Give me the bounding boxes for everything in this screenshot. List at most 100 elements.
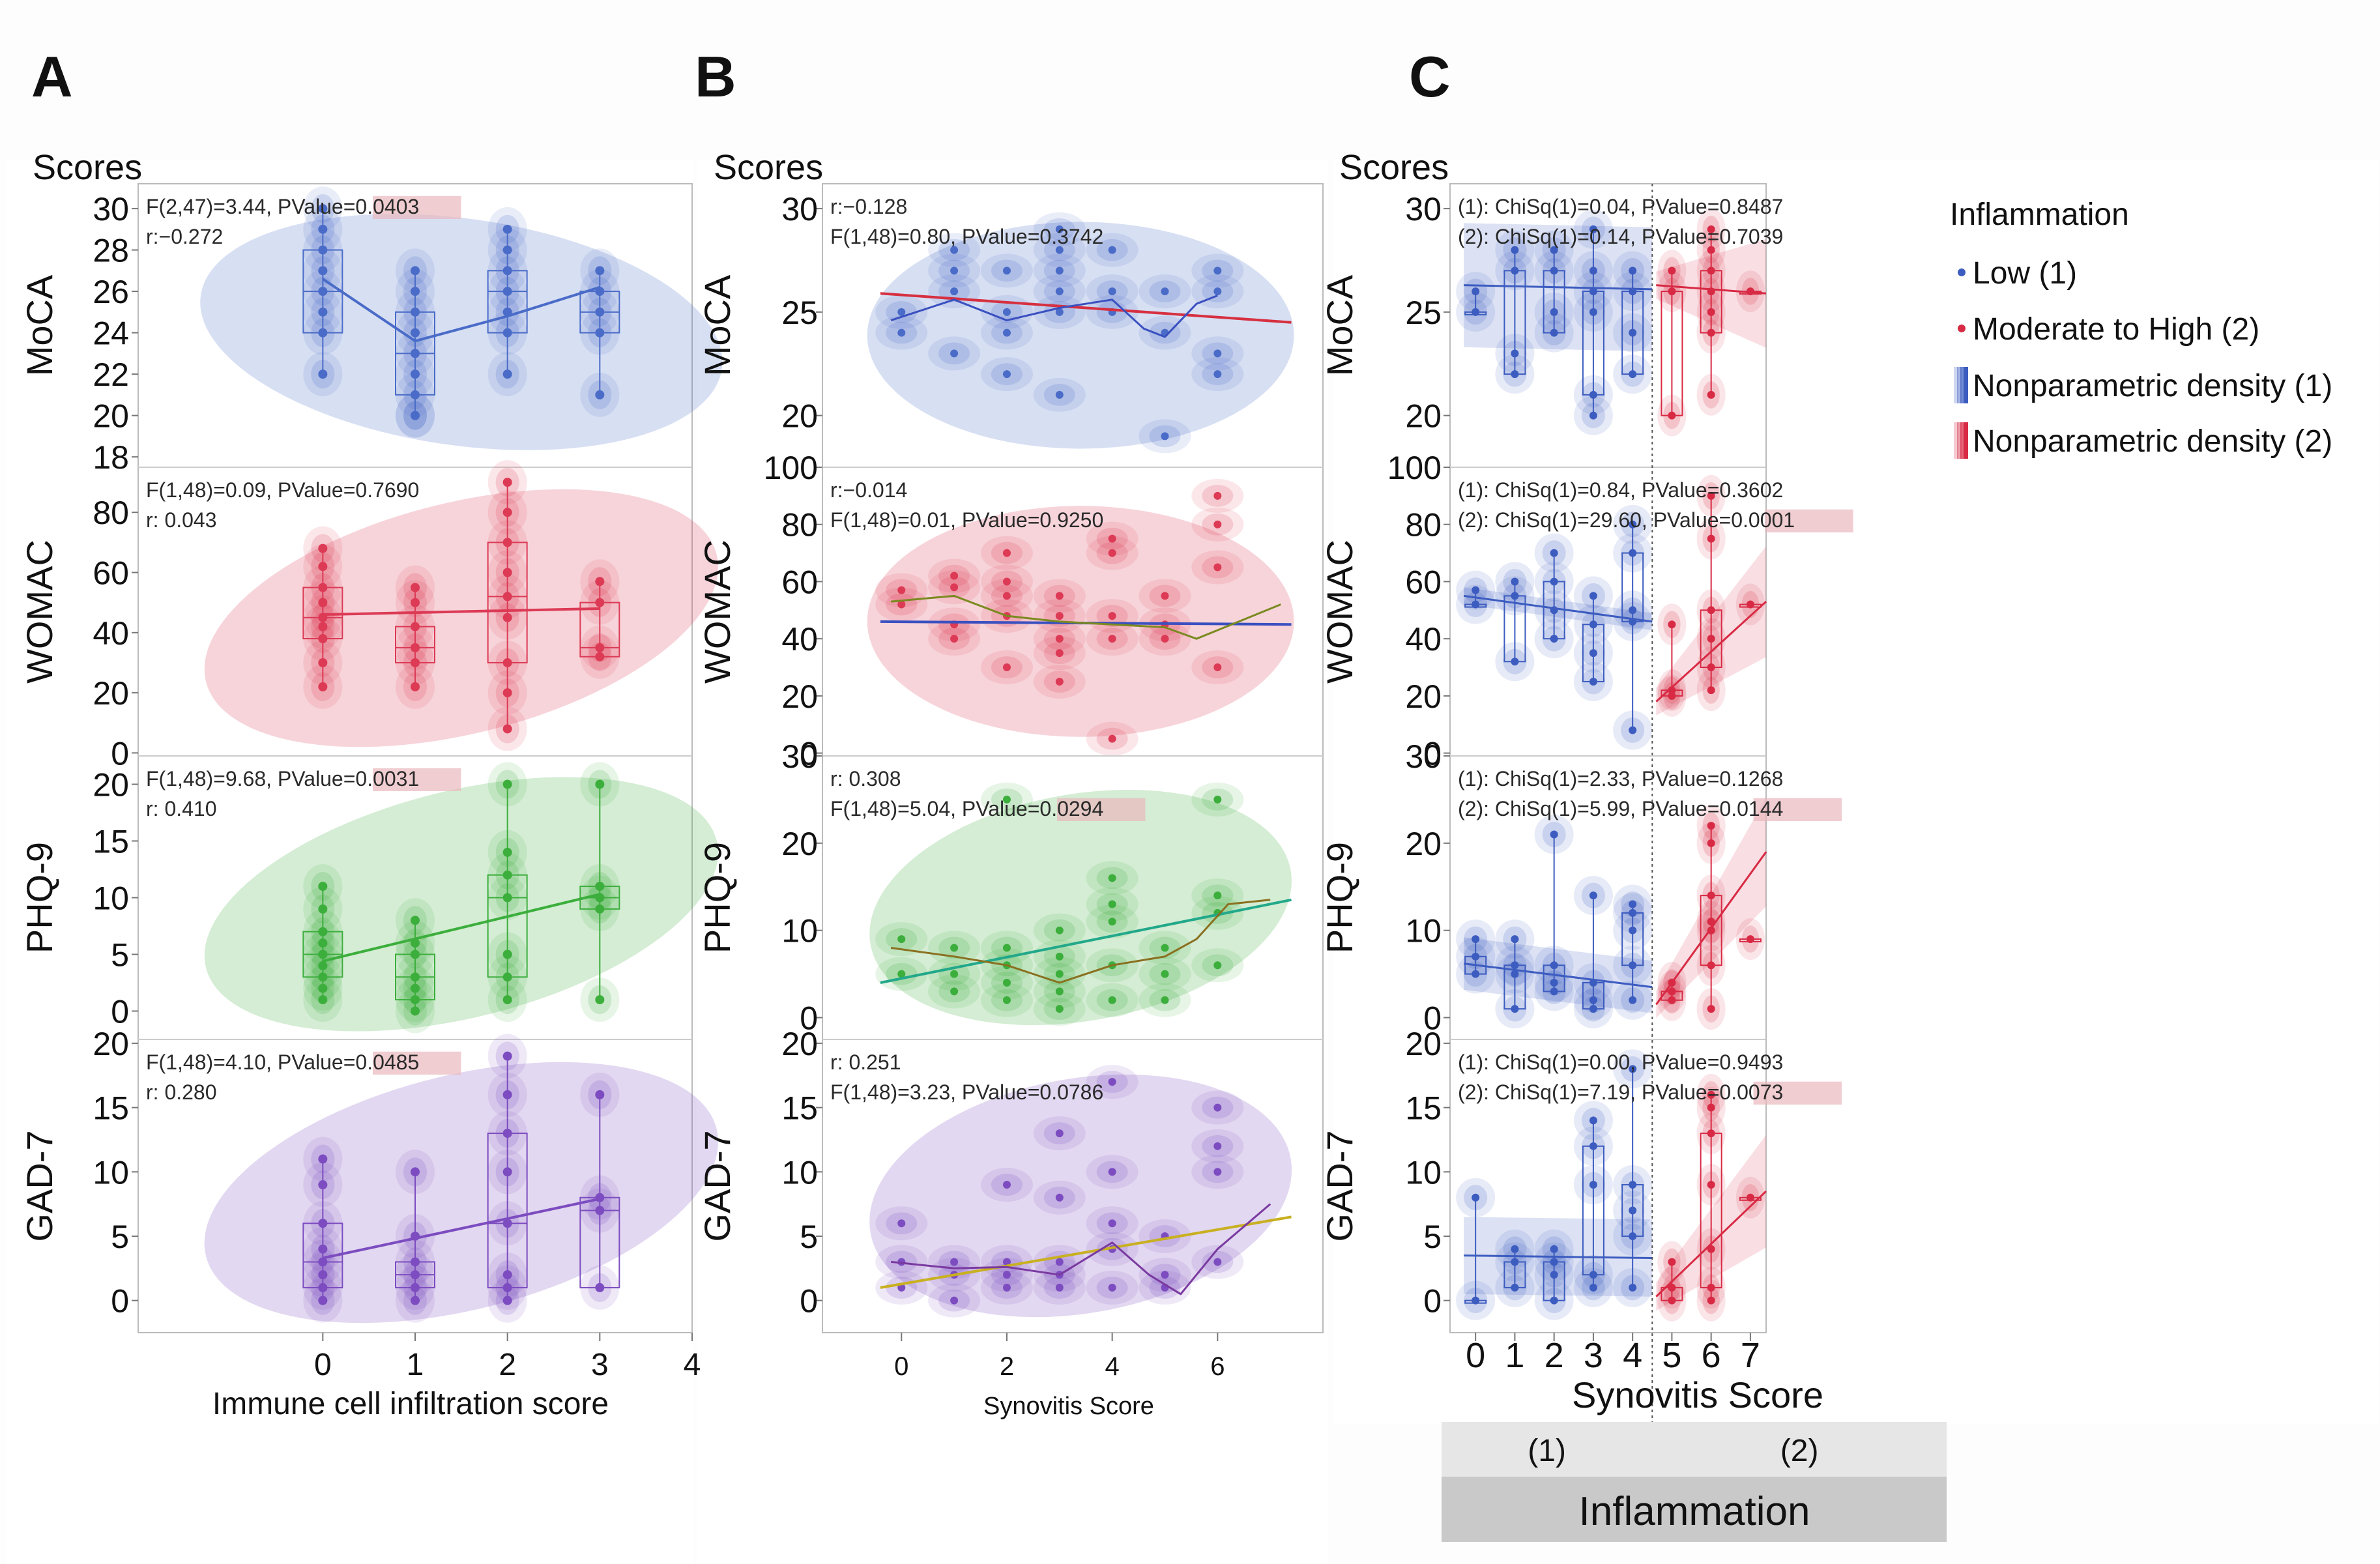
data-point xyxy=(502,538,512,547)
data-point xyxy=(1161,970,1169,978)
data-point xyxy=(950,583,959,592)
data-point xyxy=(318,622,328,631)
data-point-high xyxy=(1707,822,1715,830)
swatch-band xyxy=(1964,422,1968,459)
data-point xyxy=(502,1282,512,1292)
data-point xyxy=(1055,246,1064,254)
row-group-b-womac: r:−0.014 F(1,48)=0.01, PValue=0.9250 0 20 40… xyxy=(697,450,1323,772)
data-point xyxy=(595,643,605,652)
data-point xyxy=(411,1257,420,1267)
data-point xyxy=(1002,944,1011,952)
data-point-high xyxy=(1707,918,1715,926)
data-point xyxy=(411,598,420,607)
x-tick-label: 0 xyxy=(1466,1336,1485,1375)
data-point-low xyxy=(1589,390,1597,399)
data-point xyxy=(318,1270,328,1280)
data-point-low xyxy=(1589,411,1597,420)
data-point xyxy=(1161,996,1169,1004)
data-point xyxy=(411,369,420,379)
data-point xyxy=(950,970,959,978)
data-point-low xyxy=(1472,600,1480,609)
data-point-low xyxy=(1629,1206,1637,1215)
row-label-womac: WOMAC xyxy=(19,540,60,684)
legend-swatch-density-high xyxy=(1954,422,1968,459)
density-ellipse xyxy=(867,222,1294,449)
pvalue-highlight xyxy=(373,768,461,791)
y-tick-label: 80 xyxy=(781,507,818,543)
low-fit-line xyxy=(1463,594,1653,623)
data-point-high xyxy=(1668,1283,1676,1292)
x-tick-label: 2 xyxy=(1545,1336,1564,1375)
data-point xyxy=(1213,1142,1222,1150)
data-point-low xyxy=(1629,328,1637,337)
row-group-b-phq-9: r: 0.308 F(1,48)=5.04, PValue=0.0294 0 10 20… xyxy=(697,738,1323,1037)
stat-line: r: 0.043 xyxy=(146,508,217,532)
y-tick-label: 15 xyxy=(1405,1090,1442,1127)
data-point xyxy=(1055,267,1064,275)
fit-line xyxy=(322,278,600,343)
data-point-low xyxy=(1472,1193,1480,1202)
x-axis-title-b: Synovitis Score xyxy=(983,1393,1154,1420)
legend-entry-high: Moderate to High (2) xyxy=(1973,312,2259,347)
x-axis-title-c: Synovitis Score xyxy=(1572,1374,1823,1415)
data-point-high xyxy=(1707,1103,1715,1112)
density-ellipse xyxy=(867,506,1294,737)
y-tick-label: 5 xyxy=(1423,1219,1442,1255)
data-point-low xyxy=(1472,1296,1480,1305)
linear-fit-line xyxy=(880,1215,1292,1289)
data-point xyxy=(897,600,906,609)
y-tick-label: 0 xyxy=(111,1283,129,1320)
stat-line: r: 0.251 xyxy=(830,1050,901,1074)
data-point xyxy=(502,613,512,622)
data-point xyxy=(1002,663,1011,672)
stat-line: r: 0.308 xyxy=(830,767,901,790)
data-point-low xyxy=(1589,267,1597,275)
data-point xyxy=(502,870,512,880)
data-point-low xyxy=(1589,620,1597,629)
data-point xyxy=(318,938,328,948)
data-point xyxy=(950,267,959,275)
data-point xyxy=(502,688,512,698)
data-point-low xyxy=(1511,961,1519,970)
stat-line: F(1,48)=3.23, PValue=0.0786 xyxy=(830,1080,1103,1104)
data-point xyxy=(1108,287,1116,296)
data-point xyxy=(897,1219,906,1228)
data-point-low xyxy=(1629,996,1637,1004)
stat-line: r:−0.128 xyxy=(830,195,907,218)
y-tick-label: 28 xyxy=(93,233,129,269)
legend-dot-low xyxy=(1958,268,1966,276)
data-point xyxy=(1055,592,1064,600)
plot-frame-c xyxy=(1449,183,1767,1333)
data-point xyxy=(1108,996,1116,1004)
data-point xyxy=(1161,287,1169,296)
row-label-womac: WOMAC xyxy=(697,540,738,684)
y-tick-label: 10 xyxy=(781,1154,818,1191)
data-point xyxy=(1213,563,1222,572)
data-point-low xyxy=(1589,1181,1597,1189)
row-group-a-gad-7: F(1,48)=4.10, PValue=0.0485 r: 0.280 0 5 10 1… xyxy=(19,1026,719,1324)
data-point-high xyxy=(1707,328,1715,337)
data-point xyxy=(1055,1129,1064,1138)
data-point-high xyxy=(1746,1193,1754,1202)
data-point-low xyxy=(1629,1065,1637,1073)
y-tick-label: 80 xyxy=(93,495,129,531)
y-tick-label: 15 xyxy=(93,824,129,860)
data-point xyxy=(1002,1181,1011,1189)
data-point xyxy=(318,1257,328,1267)
y-tick-label: 0 xyxy=(1423,1000,1442,1037)
data-point-low xyxy=(1589,677,1597,686)
data-point xyxy=(1002,370,1011,379)
row-group-a-moca: F(2,47)=3.44, PValue=0.0403 r:−0.272 18 20 2… xyxy=(19,186,723,476)
data-point-low xyxy=(1629,549,1637,557)
data-point xyxy=(1055,225,1064,233)
data-point xyxy=(1108,1168,1116,1176)
data-point xyxy=(318,1282,328,1292)
data-point xyxy=(1002,549,1011,557)
data-point-high xyxy=(1668,996,1676,1004)
density-ellipse xyxy=(204,489,718,747)
data-point-low xyxy=(1589,649,1597,658)
data-point xyxy=(595,904,605,914)
data-point xyxy=(1055,612,1064,620)
stat-line: F(1,48)=0.80, PValue=0.3742 xyxy=(830,225,1103,248)
